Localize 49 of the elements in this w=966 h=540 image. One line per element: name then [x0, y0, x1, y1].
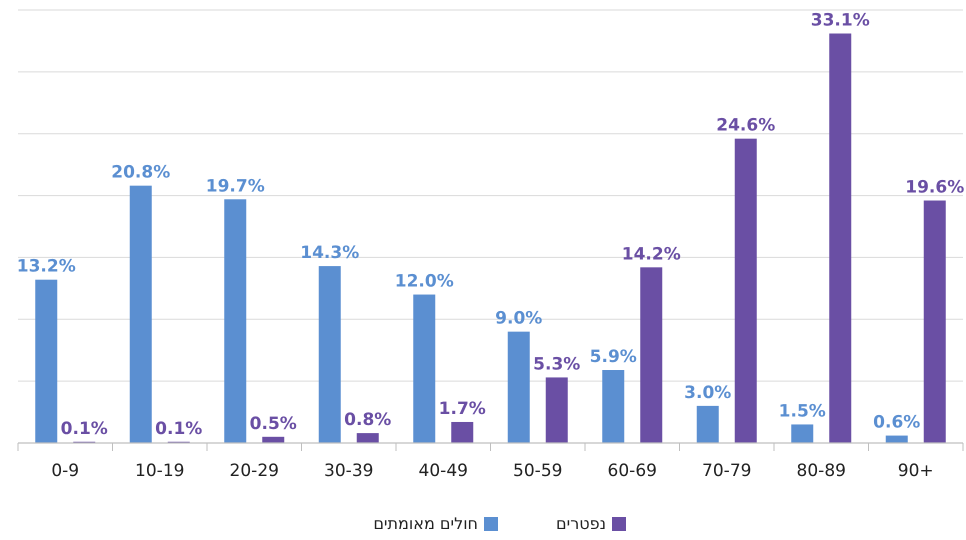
- data-label: 19.6%: [905, 178, 964, 198]
- x-tick-label: 10-19: [135, 461, 184, 481]
- data-label: 3.0%: [684, 382, 732, 403]
- bar: [35, 280, 58, 443]
- data-label: 9.0%: [495, 308, 542, 329]
- data-label: 24.6%: [716, 116, 776, 136]
- data-label: 0.8%: [344, 410, 392, 430]
- data-label: 1.5%: [778, 401, 826, 422]
- data-label: 14.3%: [300, 243, 360, 264]
- data-label: 14.2%: [622, 244, 681, 264]
- data-label: 5.9%: [590, 347, 637, 368]
- x-tick-label: 20-29: [230, 461, 279, 481]
- x-tick-label: 90+: [898, 461, 934, 481]
- legend-label: נפטרים: [556, 514, 606, 533]
- bar: [546, 377, 568, 443]
- bar: [451, 422, 474, 443]
- data-label: 0.1%: [60, 418, 108, 439]
- bar: [130, 186, 152, 443]
- x-tick-label: 70-79: [702, 461, 752, 481]
- x-tick-label: 0-9: [51, 461, 80, 481]
- x-tick-label: 30-39: [324, 461, 374, 481]
- bar: [886, 436, 908, 443]
- data-label: 0.6%: [873, 412, 920, 433]
- bar: [413, 294, 436, 443]
- data-label: 0.5%: [250, 414, 297, 434]
- data-label: 12.0%: [394, 272, 454, 292]
- data-label: 19.7%: [206, 176, 265, 196]
- x-tick-label: 80-89: [796, 461, 846, 481]
- bar: [640, 267, 662, 443]
- bar: [791, 424, 814, 443]
- x-tick-label: 50-59: [513, 461, 562, 481]
- bar: [602, 370, 624, 443]
- bar: [734, 138, 757, 443]
- data-label: 20.8%: [111, 162, 170, 183]
- bar: [356, 433, 379, 443]
- bar: [924, 200, 946, 443]
- data-label: 33.1%: [810, 10, 870, 31]
- bar: [696, 406, 719, 443]
- bar: [318, 266, 341, 443]
- data-label: 5.3%: [533, 354, 580, 374]
- bar: [224, 199, 246, 443]
- x-tick-label: 40-49: [418, 461, 468, 481]
- data-label: 0.1%: [155, 418, 202, 439]
- legend-label: חולים מאומתים: [373, 514, 478, 533]
- data-label: 13.2%: [16, 256, 76, 277]
- data-label: 1.7%: [438, 398, 486, 419]
- x-tick-label: 60-69: [608, 461, 657, 481]
- bar: [829, 34, 852, 443]
- bar: [508, 332, 530, 443]
